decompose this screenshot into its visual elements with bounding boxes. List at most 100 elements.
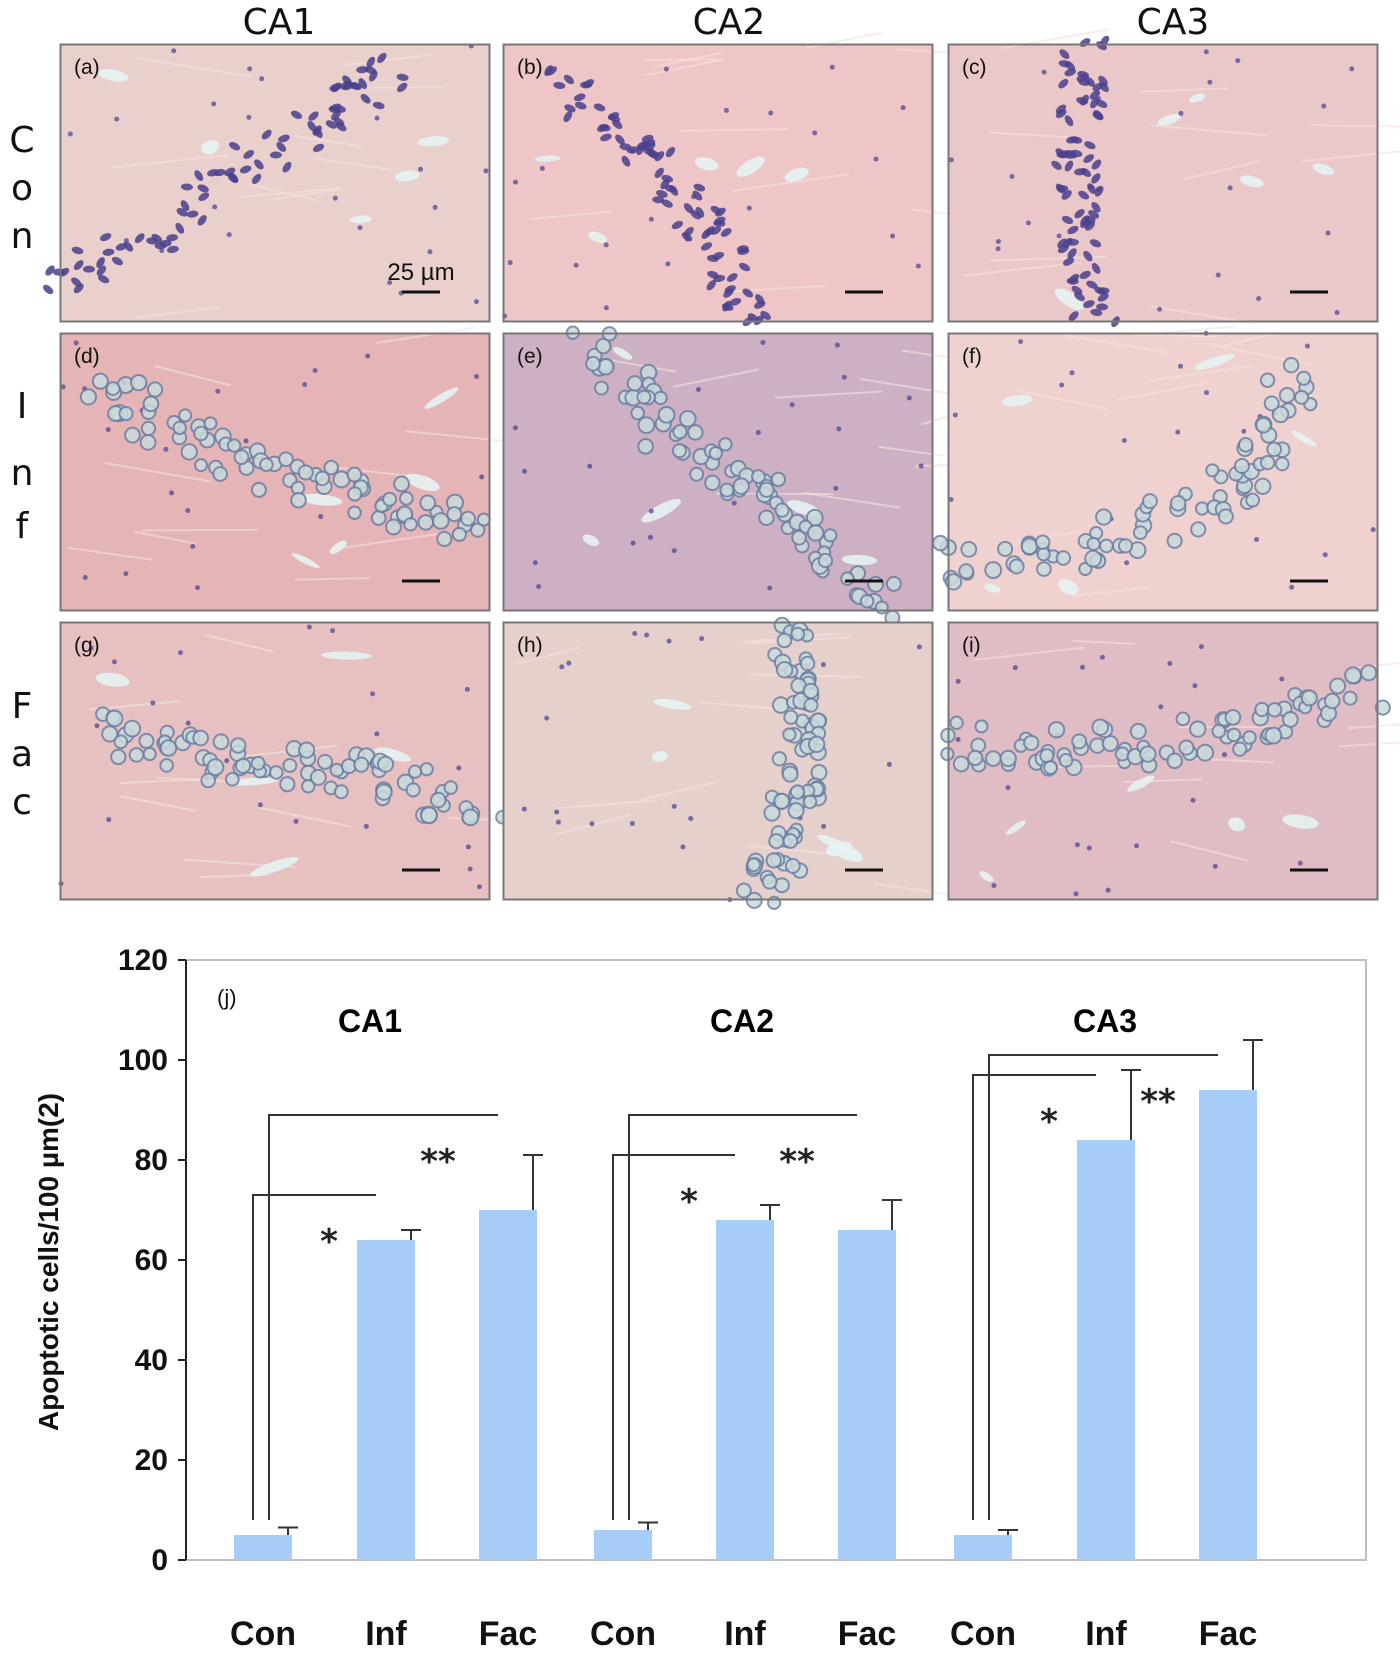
glial-nucleus <box>114 116 120 122</box>
x-category-label: Inf <box>724 1615 766 1653</box>
neuron-cell <box>997 540 1014 557</box>
neuron-cell <box>375 783 393 801</box>
glial-nucleus <box>224 758 230 764</box>
glial-nucleus <box>1134 843 1140 849</box>
glial-nucleus <box>1235 58 1241 64</box>
y-axis-title: Apoptotic cells/100 µm(2) <box>33 1093 64 1431</box>
neuron-cell <box>1117 538 1134 554</box>
neuron-nucleus <box>227 173 238 183</box>
neuron-cell <box>476 512 491 527</box>
bar-ca2-fac <box>838 1230 896 1560</box>
glial-nucleus <box>357 225 363 231</box>
neuron-nucleus <box>243 150 255 159</box>
neuron-cell <box>678 409 697 428</box>
neuron-cell <box>768 833 785 850</box>
glial-nucleus <box>555 819 561 825</box>
neuron-nucleus <box>1097 287 1110 295</box>
neuron-cell <box>203 416 218 431</box>
neuron-cell <box>1274 456 1290 472</box>
tissue-fiber <box>230 744 337 759</box>
neuron-cell <box>1095 508 1113 526</box>
neuron-cell <box>949 715 964 730</box>
glial-nucleus <box>1056 233 1062 239</box>
glial-nucleus <box>630 540 636 546</box>
glial-nucleus <box>177 650 183 656</box>
micrograph-panel-f: (f) <box>932 325 1379 612</box>
neuron-cell <box>1278 387 1296 404</box>
glial-nucleus <box>1105 887 1111 893</box>
neuron-cell <box>1132 525 1148 541</box>
neuron-nucleus <box>598 124 611 132</box>
neuron-cell <box>1360 664 1378 682</box>
significance-marker: * <box>680 1182 698 1222</box>
neuron-cell <box>259 457 274 473</box>
glial-nucleus <box>663 66 669 72</box>
glial-nucleus <box>948 157 954 163</box>
neuron-nucleus <box>1064 68 1077 77</box>
tissue-fiber <box>1170 840 1248 862</box>
tissue-fiber <box>205 633 273 653</box>
neuron-nucleus <box>753 315 764 326</box>
neuron-cell <box>718 437 733 452</box>
tissue-fiber <box>731 173 849 192</box>
glial-nucleus <box>644 632 650 638</box>
glial-nucleus <box>536 584 542 590</box>
glial-nucleus <box>363 823 369 829</box>
vessel <box>291 553 320 569</box>
neuron-cell <box>1300 689 1318 707</box>
glial-nucleus <box>332 195 338 201</box>
tissue-fiber <box>104 461 212 483</box>
tissue-background <box>503 622 933 900</box>
neuron-nucleus <box>198 192 210 202</box>
neuron-nucleus <box>282 161 292 173</box>
neuron-nucleus <box>1055 104 1067 114</box>
glial-nucleus <box>915 263 921 269</box>
tissue-fiber <box>975 646 1086 661</box>
vessel <box>582 534 600 547</box>
glial-nucleus <box>1158 704 1164 710</box>
neuron-cell <box>704 474 721 492</box>
neuron-nucleus <box>350 82 362 91</box>
neuron-cell <box>451 526 467 542</box>
neuron-cell <box>1194 501 1210 516</box>
glial-nucleus <box>163 446 169 452</box>
y-tick-label: 0 <box>151 1544 168 1577</box>
neuron-nucleus <box>621 155 631 167</box>
glial-nucleus <box>73 340 79 346</box>
glial-nucleus <box>948 497 954 503</box>
neuron-nucleus <box>681 232 693 242</box>
micrograph-panel-a: (a) 25 µm <box>43 43 491 323</box>
neuron-nucleus <box>656 190 668 198</box>
neuron-nucleus <box>1084 141 1096 150</box>
glial-nucleus <box>479 474 485 480</box>
neuron-cell <box>347 486 363 502</box>
neuron-cell <box>783 709 799 725</box>
tissue-fiber <box>134 530 196 545</box>
glial-nucleus <box>522 468 528 474</box>
neuron-cell <box>105 709 124 728</box>
glial-nucleus <box>666 638 672 644</box>
neuron-cell <box>1271 405 1290 424</box>
panel-label: (e) <box>517 345 543 368</box>
glial-nucleus <box>695 386 701 392</box>
neuron-cell <box>139 433 157 451</box>
neuron-cell <box>1047 721 1066 739</box>
neuron-cell <box>347 505 362 520</box>
neuron-cell <box>377 755 395 773</box>
glial-nucleus <box>1304 343 1310 349</box>
neuron-nucleus <box>715 207 726 217</box>
neuron-nucleus <box>573 93 586 102</box>
glial-nucleus <box>1241 428 1247 434</box>
neuron-cell <box>802 794 818 810</box>
neuron-cell <box>297 464 314 481</box>
glial-nucleus <box>918 463 924 469</box>
neuron-cell <box>278 451 294 468</box>
glial-nucleus <box>746 205 752 211</box>
column-title-ca2: CA2 <box>693 2 766 43</box>
neuron-nucleus <box>82 265 95 273</box>
neuron-cell <box>436 530 453 548</box>
tissue-fiber <box>1338 741 1400 748</box>
neuron-cell <box>765 852 782 869</box>
glial-nucleus <box>246 114 252 120</box>
neuron-cell <box>309 768 327 786</box>
